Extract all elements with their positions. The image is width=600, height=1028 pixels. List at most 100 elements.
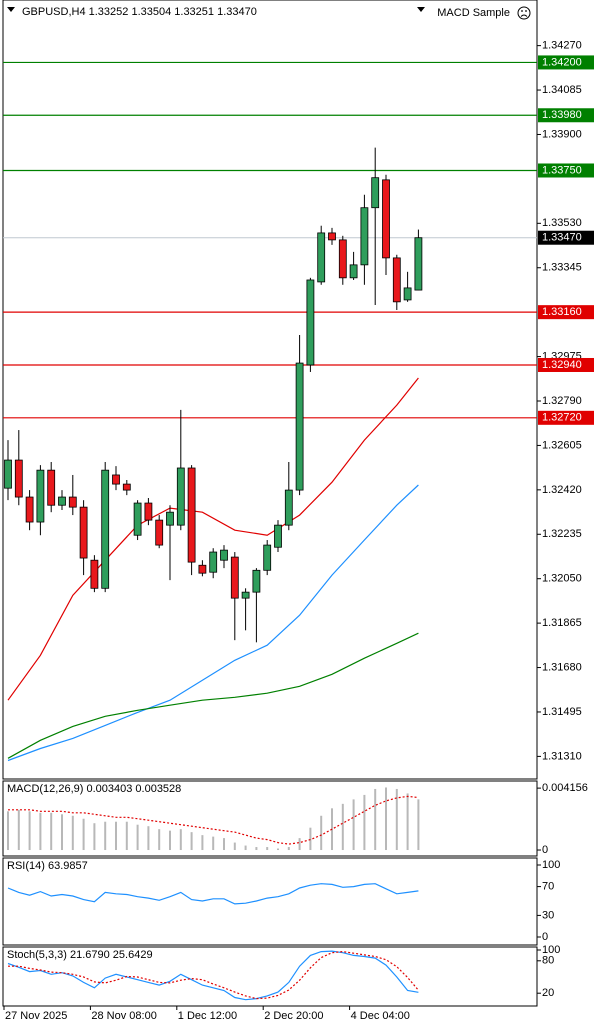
candle-body bbox=[101, 469, 110, 589]
candle-body bbox=[133, 502, 142, 536]
candle-body bbox=[144, 502, 153, 521]
candle-body bbox=[155, 519, 164, 546]
price-label-box bbox=[538, 230, 594, 245]
macd-bar bbox=[201, 835, 204, 851]
x-tick-label: 4 Dec 04:00 bbox=[351, 1010, 410, 1022]
macd-bar bbox=[82, 818, 85, 851]
candle-body bbox=[58, 496, 66, 506]
expert-name: MACD Sample bbox=[437, 7, 510, 19]
y-tick-label: 1.31680 bbox=[542, 661, 582, 673]
candle-body bbox=[392, 257, 401, 303]
menu-triangle[interactable] bbox=[7, 7, 15, 12]
x-tick-label: 28 Nov 08:00 bbox=[91, 1010, 156, 1022]
macd-bar bbox=[287, 847, 290, 851]
level-label: 1.32940 bbox=[542, 359, 582, 371]
x-tick-label: 27 Nov 2025 bbox=[5, 1010, 67, 1022]
macd-bar bbox=[374, 788, 377, 851]
candle-body bbox=[4, 459, 12, 489]
moving-average bbox=[7, 377, 419, 701]
y-tick-label: 1.32235 bbox=[542, 528, 582, 540]
y-tick-label: 1.34085 bbox=[542, 84, 582, 96]
macd-bar bbox=[255, 847, 258, 851]
candle-body bbox=[338, 239, 347, 279]
macd-bar bbox=[71, 815, 74, 851]
candle-body bbox=[317, 232, 326, 283]
level-label: 1.34200 bbox=[542, 56, 582, 68]
macd-bar bbox=[190, 832, 193, 851]
macd-bar bbox=[115, 821, 117, 851]
candle-body bbox=[295, 362, 304, 491]
x-tick-label: 2 Dec 20:00 bbox=[264, 1010, 323, 1022]
candle-body bbox=[187, 467, 196, 563]
y-tick-label: 1.31495 bbox=[542, 706, 582, 718]
macd-bar bbox=[179, 829, 182, 851]
macd-bar bbox=[17, 809, 20, 851]
candle-body bbox=[328, 232, 336, 241]
macd-bar bbox=[61, 814, 63, 851]
macd-bar bbox=[352, 799, 355, 851]
main-panel-frame bbox=[2, 0, 538, 780]
macd-bar bbox=[309, 827, 312, 851]
moving-average bbox=[7, 632, 419, 759]
macd-bar bbox=[147, 826, 150, 851]
candle-body bbox=[166, 511, 174, 526]
macd-bar bbox=[223, 838, 225, 851]
indicator-title: Stoch(5,3,3) 21.6790 25.6429 bbox=[7, 949, 153, 961]
candle-body bbox=[382, 179, 390, 259]
macd-panel-frame bbox=[2, 780, 538, 857]
candle-body bbox=[90, 559, 99, 589]
macd-bar bbox=[341, 803, 344, 851]
candle-body bbox=[79, 506, 88, 559]
y-tick-label: 1.31310 bbox=[542, 750, 582, 762]
candle-body bbox=[112, 474, 120, 485]
price-label: 1.33470 bbox=[542, 232, 582, 244]
candle-body bbox=[274, 524, 282, 548]
candle-body bbox=[198, 564, 207, 574]
candle-body bbox=[47, 469, 56, 506]
y-tick-label: 1.33900 bbox=[542, 128, 582, 140]
candle-body bbox=[360, 207, 369, 266]
macd-bar bbox=[277, 848, 279, 851]
y-tick-label: 80 bbox=[542, 955, 554, 967]
macd-bar bbox=[395, 788, 398, 851]
y-tick-label: 1.33530 bbox=[542, 217, 582, 229]
macd-bar bbox=[104, 821, 107, 851]
indicator-title: MACD(12,26,9) 0.003403 0.003528 bbox=[7, 783, 181, 795]
macd-bar bbox=[212, 836, 215, 851]
level-label-box bbox=[538, 55, 594, 70]
macd-bar bbox=[125, 821, 128, 851]
level-label-box bbox=[538, 163, 594, 178]
macd-bar bbox=[266, 847, 269, 851]
expert-status-icon bbox=[517, 6, 531, 20]
macd-bar bbox=[28, 811, 31, 851]
candle-body bbox=[241, 591, 250, 599]
y-tick-label: 0.004156 bbox=[542, 782, 588, 794]
macd-bar bbox=[385, 787, 387, 851]
macd-bar bbox=[406, 793, 409, 851]
level-label-box bbox=[538, 410, 594, 425]
y-tick-label: 1.32605 bbox=[542, 439, 582, 451]
candle-body bbox=[306, 279, 315, 366]
level-label-box bbox=[538, 305, 594, 320]
level-label-box bbox=[538, 108, 594, 123]
y-tick-label: 1.32420 bbox=[542, 484, 582, 496]
macd-bar bbox=[50, 812, 53, 851]
macd-bar bbox=[158, 829, 161, 851]
signal-line bbox=[8, 795, 419, 845]
indicator-line bbox=[7, 883, 419, 905]
candle-body bbox=[14, 459, 23, 498]
indicator-line bbox=[8, 950, 419, 1000]
macd-bar bbox=[244, 845, 247, 851]
expert-triangle[interactable] bbox=[417, 7, 425, 12]
candle-body bbox=[209, 551, 218, 573]
macd-bar bbox=[39, 812, 42, 851]
y-tick-label: 20 bbox=[542, 987, 554, 999]
y-tick-label: 70 bbox=[542, 881, 554, 893]
chart-title: GBPUSD,H4 1.33252 1.33504 1.33251 1.3347… bbox=[22, 6, 257, 18]
macd-bar bbox=[169, 830, 171, 851]
macd-bar bbox=[320, 815, 323, 851]
candle-body bbox=[176, 467, 185, 526]
candle-body bbox=[36, 469, 45, 523]
level-label: 1.33980 bbox=[542, 109, 582, 121]
